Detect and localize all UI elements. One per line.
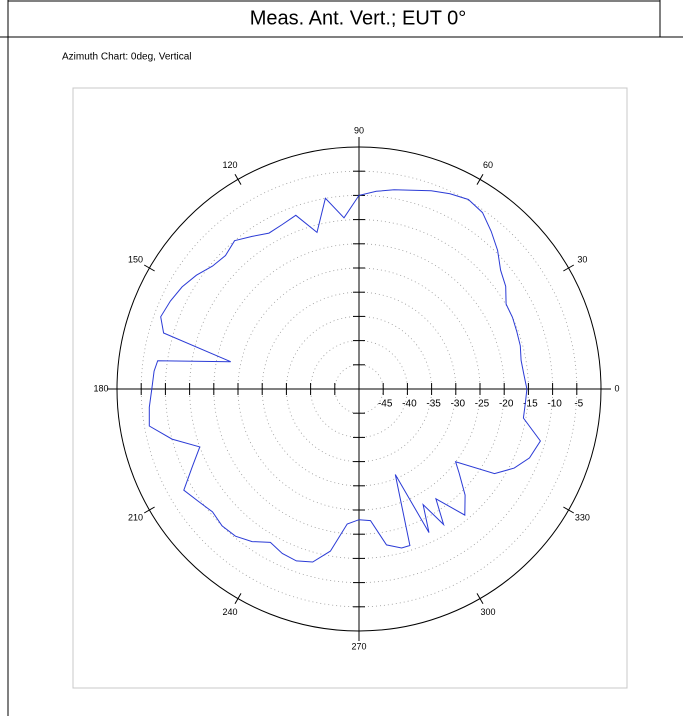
theta-tick-label: 60 <box>483 160 493 170</box>
theta-tick-label: 150 <box>128 254 143 264</box>
chart-title: Azimuth Chart: 0deg, Vertical <box>62 52 192 63</box>
theta-tick-label: 270 <box>351 641 366 651</box>
r-tick-label: -10 <box>547 399 562 410</box>
r-tick-label: -45 <box>378 399 393 410</box>
theta-tick-label: 240 <box>222 607 237 617</box>
r-tick-label: -40 <box>402 399 417 410</box>
r-tick-label: -35 <box>426 399 441 410</box>
theta-tick-label: 30 <box>577 254 587 264</box>
r-tick-label: -15 <box>523 399 538 410</box>
theta-tick <box>143 264 155 272</box>
r-tick-label: -20 <box>499 399 514 410</box>
theta-tick-label: 330 <box>575 512 590 522</box>
theta-tick-label: 180 <box>93 383 108 393</box>
r-tick-label: -5 <box>574 399 583 410</box>
theta-tick <box>563 506 575 514</box>
theta-tick-label: 210 <box>128 512 143 522</box>
plot-box <box>72 87 628 689</box>
theta-tick <box>476 173 484 185</box>
theta-tick-label: 300 <box>480 607 495 617</box>
header-title: Meas. Ant. Vert.; EUT 0° <box>250 7 467 29</box>
r-tick-label: -25 <box>475 399 490 410</box>
theta-tick <box>234 593 242 605</box>
theta-tick <box>563 264 575 272</box>
theta-tick <box>234 173 242 185</box>
theta-tick-label: 0 <box>614 383 619 393</box>
theta-tick-label: 120 <box>222 160 237 170</box>
theta-tick <box>143 506 155 514</box>
theta-tick-label: 90 <box>354 125 364 135</box>
theta-tick <box>476 593 484 605</box>
r-tick-label: -30 <box>451 399 466 410</box>
trace <box>148 189 542 563</box>
